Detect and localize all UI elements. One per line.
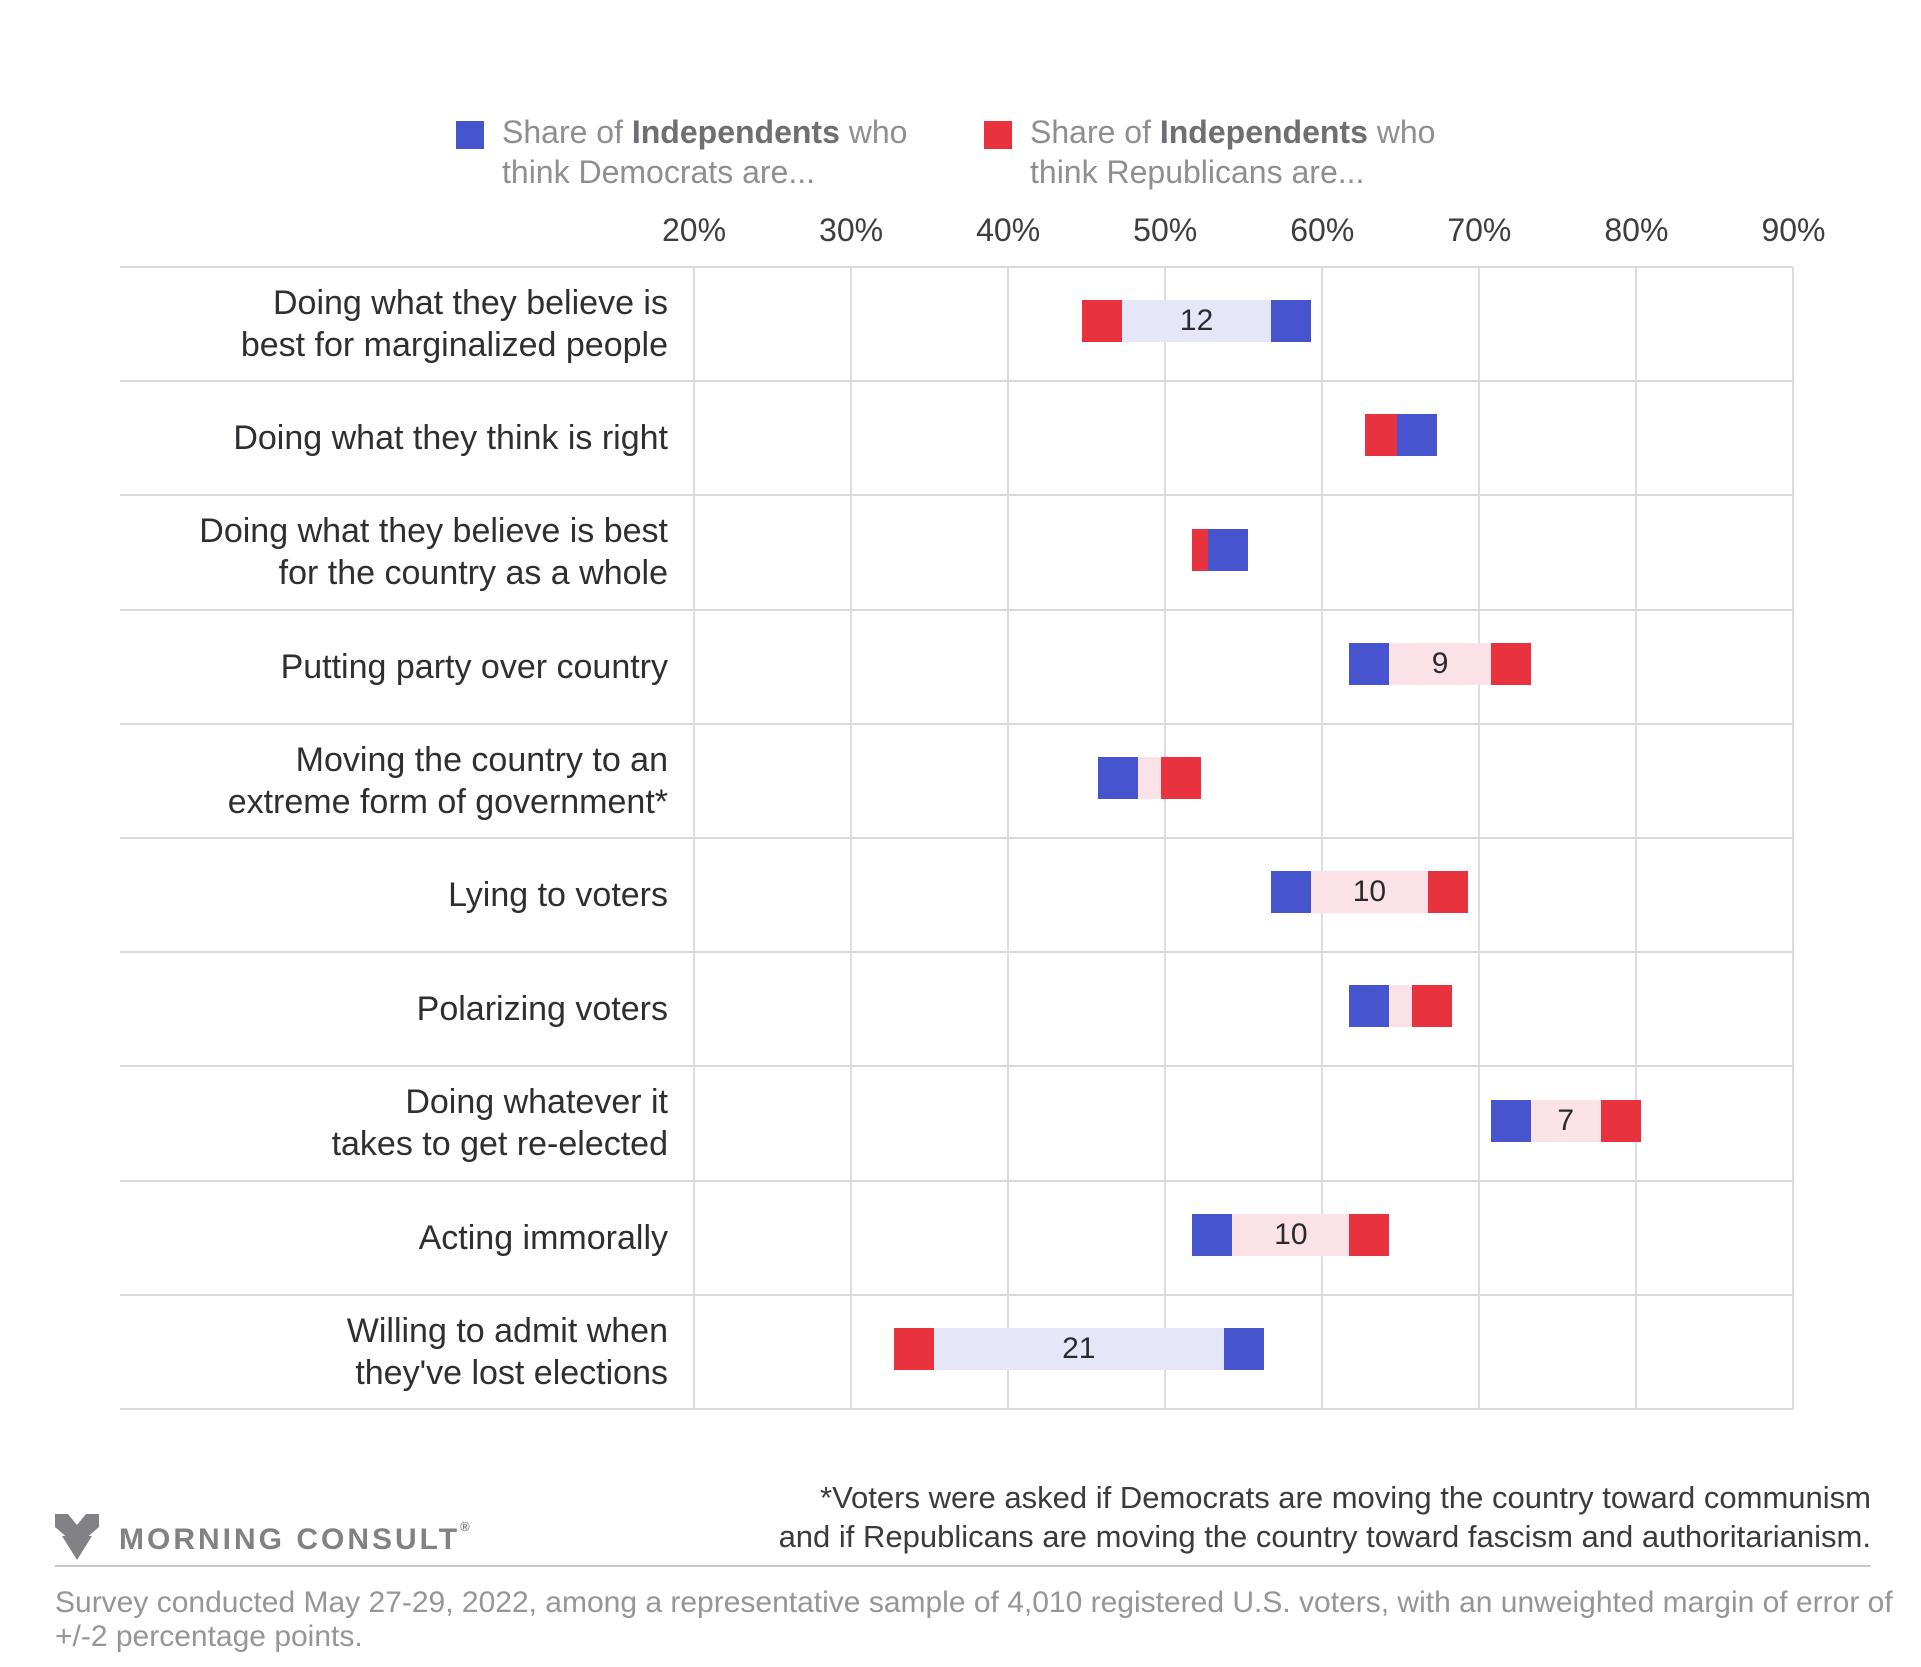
row-label: Lying to voters bbox=[120, 838, 668, 952]
row-line bbox=[120, 1179, 1794, 1182]
row-label: Willing to admit when they've lost electi… bbox=[120, 1295, 668, 1409]
footer-divider bbox=[55, 1565, 1871, 1567]
footnote-line-2: and if Republicans are moving the countr… bbox=[778, 1519, 1871, 1554]
row-line bbox=[120, 1408, 1794, 1410]
democrat-marker bbox=[1098, 756, 1139, 799]
row-label-line: Doing what they believe is bbox=[272, 284, 668, 323]
row-line bbox=[120, 380, 1794, 383]
republican-marker bbox=[1412, 985, 1453, 1028]
x-tick-label: 40% bbox=[976, 212, 1041, 248]
row-label-line: Polarizing voters bbox=[416, 990, 668, 1029]
x-tick-label: 80% bbox=[1604, 212, 1669, 248]
row-label-line: Putting party over country bbox=[280, 647, 668, 686]
morning-consult-mark-icon bbox=[55, 1514, 99, 1560]
republican-marker bbox=[893, 1327, 934, 1370]
legend-item-republicans: Share of Independents who think Republica… bbox=[984, 112, 1435, 192]
row-label-line: Doing what they think is right bbox=[233, 419, 668, 458]
gap-band: 10 bbox=[1232, 1213, 1350, 1256]
democrat-marker bbox=[1223, 1327, 1264, 1370]
gap-band: 21 bbox=[933, 1327, 1224, 1370]
gap-band: 10 bbox=[1310, 871, 1428, 914]
legend-item-democrats: Share of Independents who think Democrats… bbox=[456, 112, 907, 192]
survey-note: Survey conducted May 27-29, 2022, among … bbox=[55, 1586, 1893, 1653]
row-label-line: best for marginalized people bbox=[240, 326, 668, 365]
row-label-line: extreme form of government* bbox=[227, 782, 668, 821]
republican-marker bbox=[1427, 871, 1468, 914]
row-label: Acting immorally bbox=[120, 1181, 668, 1295]
row-line bbox=[120, 494, 1794, 497]
row-line bbox=[120, 951, 1794, 954]
row-label-line: they've lost elections bbox=[355, 1353, 668, 1392]
republicans-swatch-icon bbox=[984, 121, 1012, 149]
republican-marker bbox=[1082, 300, 1123, 343]
republican-marker bbox=[1490, 642, 1531, 685]
row-label-line: Acting immorally bbox=[418, 1218, 668, 1257]
row-label: Doing whatever it takes to get re-elected bbox=[120, 1066, 668, 1180]
row-label-line: Doing what they believe is best bbox=[199, 512, 668, 551]
democrat-marker bbox=[1490, 1099, 1531, 1142]
row-line bbox=[120, 1065, 1794, 1068]
morning-consult-logo: MORNING CONSULT® bbox=[55, 1514, 473, 1562]
democrat-marker bbox=[1270, 300, 1311, 343]
x-tick-label: 90% bbox=[1761, 212, 1826, 248]
republican-marker bbox=[1600, 1099, 1641, 1142]
row-label-line: Lying to voters bbox=[448, 876, 668, 915]
legend-label-republicans: Share of Independents who think Republica… bbox=[1030, 114, 1436, 190]
x-tick-label: 70% bbox=[1447, 212, 1512, 248]
gap-band bbox=[1138, 756, 1161, 799]
democrat-marker bbox=[1349, 985, 1390, 1028]
row-label-line: Moving the country to an bbox=[295, 740, 668, 779]
x-tick-label: 60% bbox=[1290, 212, 1355, 248]
logo-text: MORNING CONSULT® bbox=[119, 1519, 473, 1556]
gap-band: 12 bbox=[1122, 300, 1271, 343]
footnote: *Voters were asked if Democrats are movi… bbox=[779, 1478, 1871, 1556]
registered-mark: ® bbox=[460, 1519, 473, 1534]
row-label: Moving the country to an extreme form of … bbox=[120, 724, 668, 838]
row-line bbox=[120, 722, 1794, 725]
gap-band: 9 bbox=[1389, 642, 1491, 685]
democrat-marker bbox=[1192, 1213, 1233, 1256]
democrat-marker bbox=[1396, 414, 1437, 457]
row-label: Putting party over country bbox=[120, 610, 668, 724]
republican-marker bbox=[1349, 1213, 1390, 1256]
row-label-line: for the country as a whole bbox=[278, 554, 668, 593]
republican-marker bbox=[1160, 756, 1201, 799]
legend-label-democrats: Share of Independents who think Democrats… bbox=[502, 114, 908, 190]
x-tick-label: 30% bbox=[819, 212, 884, 248]
row-label: Doing what they believe is best for margi… bbox=[120, 267, 668, 381]
x-tick-label: 50% bbox=[1133, 212, 1198, 248]
row-line bbox=[120, 837, 1794, 839]
democrat-marker bbox=[1349, 642, 1390, 685]
democrats-swatch-icon bbox=[456, 121, 484, 149]
row-line bbox=[120, 608, 1794, 611]
footnote-line-1: *Voters were asked if Democrats are movi… bbox=[820, 1480, 1871, 1515]
row-label-line: Doing whatever it bbox=[405, 1083, 668, 1122]
democrat-marker bbox=[1270, 871, 1311, 914]
row-label: Doing what they believe is best for the c… bbox=[120, 495, 668, 609]
v-gridline bbox=[1792, 267, 1795, 1409]
row-line bbox=[120, 266, 1794, 268]
gap-band bbox=[1389, 985, 1413, 1028]
row-label-line: Willing to admit when bbox=[346, 1311, 668, 1350]
democrat-marker bbox=[1208, 528, 1249, 571]
x-tick-label: 20% bbox=[661, 212, 727, 248]
row-label: Doing what they think is right bbox=[120, 381, 668, 495]
row-label-line: takes to get re-elected bbox=[331, 1125, 668, 1164]
gap-band: 7 bbox=[1530, 1099, 1601, 1142]
row-line bbox=[120, 1293, 1794, 1296]
row-label: Polarizing voters bbox=[120, 952, 668, 1066]
